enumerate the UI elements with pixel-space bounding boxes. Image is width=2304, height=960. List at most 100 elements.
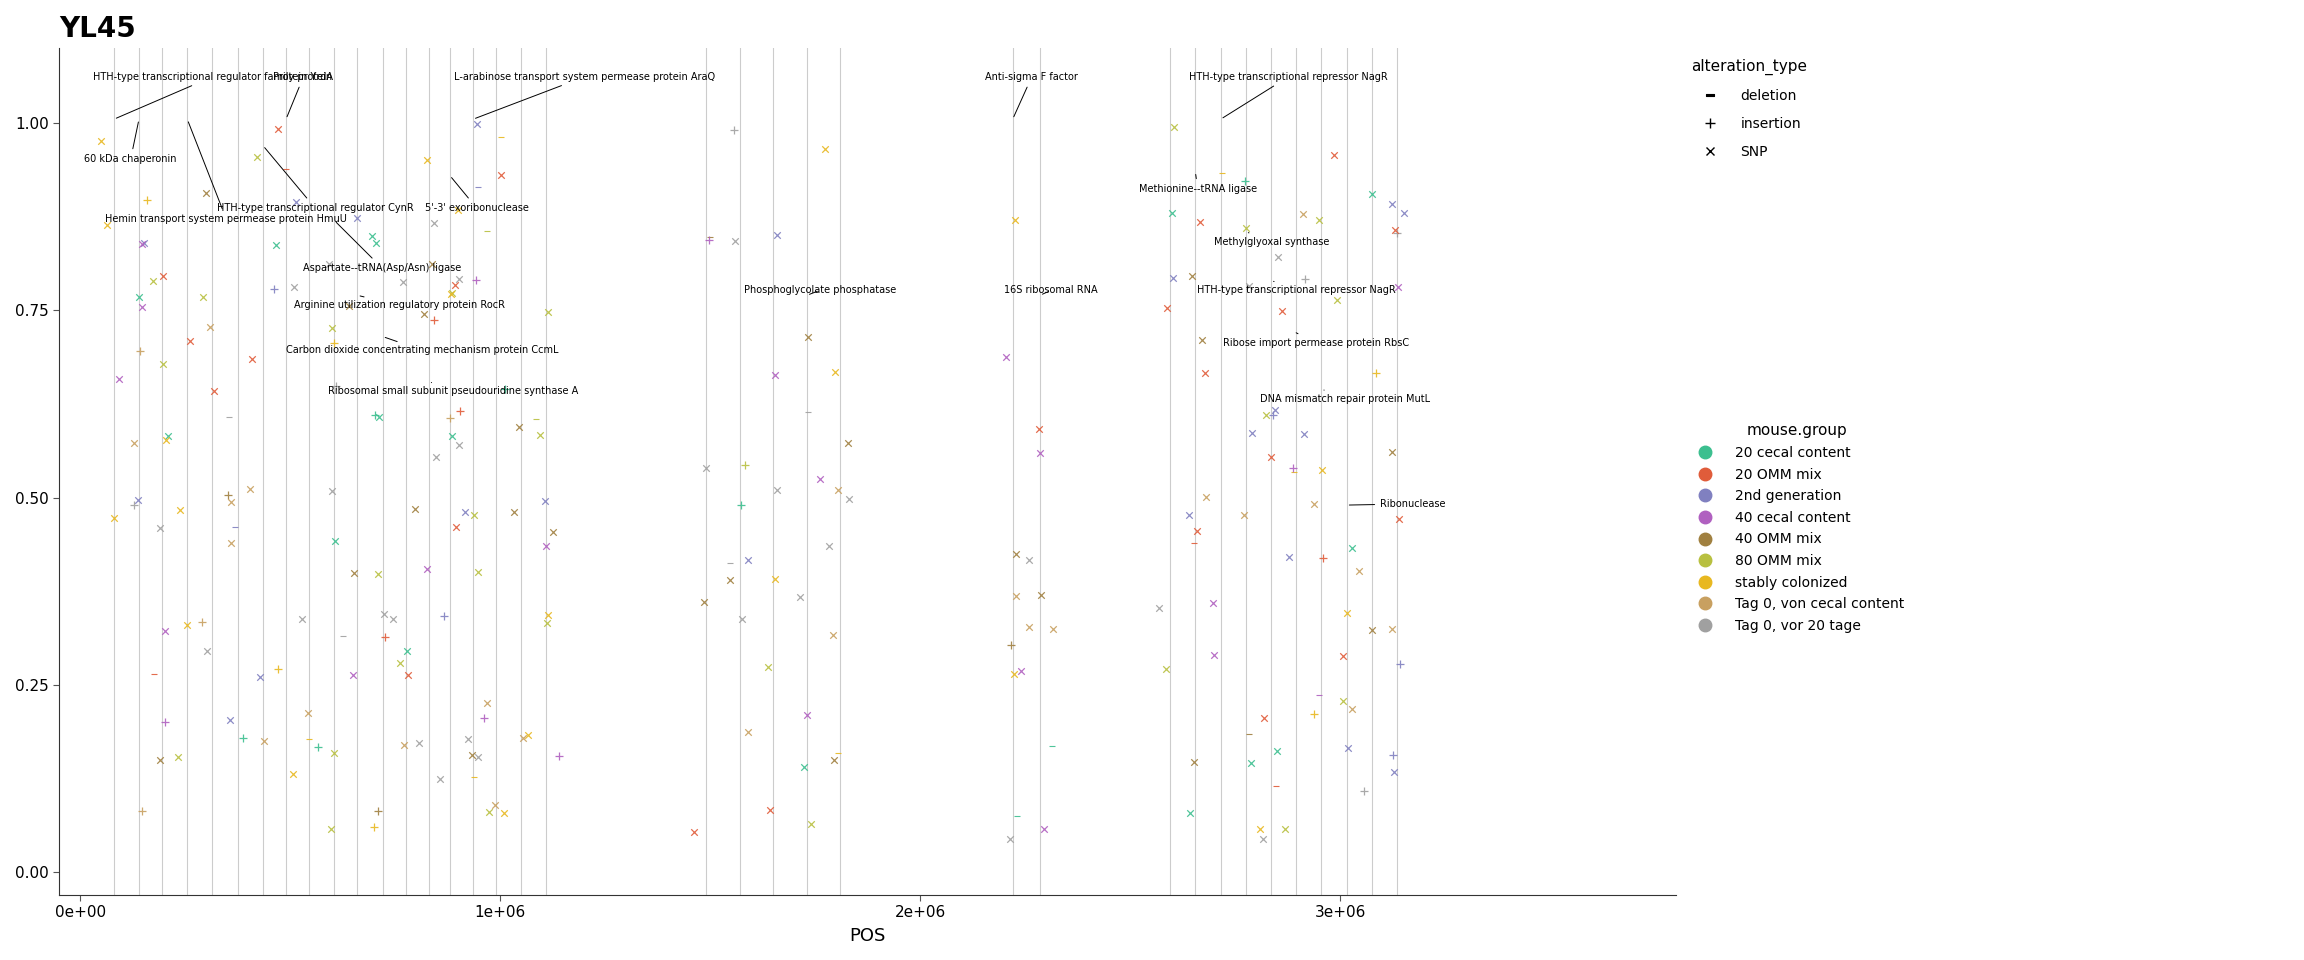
Point bbox=[687, 594, 723, 610]
Point bbox=[449, 732, 486, 747]
Text: Aspartate--tRNA(Asp/Asn) ligase: Aspartate--tRNA(Asp/Asn) ligase bbox=[302, 223, 461, 273]
Legend: 20 cecal content, 20 OMM mix, 2nd generation, 40 cecal content, 40 OMM mix, 80 O: 20 cecal content, 20 OMM mix, 2nd genera… bbox=[1687, 420, 1908, 637]
Point bbox=[431, 410, 468, 425]
Point bbox=[691, 232, 728, 248]
Point bbox=[461, 750, 498, 765]
Point bbox=[1147, 660, 1184, 676]
Point bbox=[336, 565, 373, 581]
Point bbox=[1011, 552, 1048, 567]
Point bbox=[793, 817, 829, 832]
Point bbox=[1382, 656, 1419, 671]
Point bbox=[465, 710, 502, 726]
Point bbox=[1258, 779, 1295, 794]
Point bbox=[1205, 165, 1242, 180]
Point bbox=[730, 724, 767, 739]
Point bbox=[1302, 687, 1339, 703]
Point bbox=[143, 752, 180, 767]
Point bbox=[440, 203, 477, 218]
Point bbox=[486, 381, 523, 396]
Point bbox=[115, 436, 152, 451]
Point bbox=[334, 667, 371, 683]
Point bbox=[1316, 148, 1352, 163]
Point bbox=[1304, 550, 1341, 565]
Point bbox=[184, 289, 221, 304]
Point bbox=[258, 238, 295, 253]
Point bbox=[433, 285, 470, 300]
Text: HTH-type transcriptional regulator CynR: HTH-type transcriptional regulator CynR bbox=[217, 148, 412, 213]
Point bbox=[1352, 622, 1389, 637]
Point bbox=[1272, 550, 1309, 565]
Point bbox=[1180, 523, 1217, 539]
Text: Phosphoglycolate phosphatase: Phosphoglycolate phosphatase bbox=[744, 285, 896, 296]
Point bbox=[1295, 707, 1332, 722]
Point bbox=[141, 520, 177, 536]
Point bbox=[1025, 822, 1062, 837]
Point bbox=[1304, 463, 1341, 478]
Point bbox=[1380, 226, 1417, 241]
Point bbox=[189, 185, 226, 201]
Point bbox=[756, 368, 793, 383]
Point bbox=[1233, 755, 1270, 770]
Point bbox=[385, 737, 422, 753]
Point bbox=[1226, 508, 1263, 523]
Point bbox=[530, 615, 567, 631]
Point bbox=[242, 669, 279, 684]
Point bbox=[456, 770, 493, 785]
Point bbox=[525, 493, 562, 509]
Point bbox=[412, 256, 449, 272]
Point bbox=[1276, 465, 1313, 480]
Point bbox=[1154, 271, 1191, 286]
Point bbox=[1242, 821, 1279, 836]
Point bbox=[988, 348, 1025, 364]
Point bbox=[758, 482, 795, 497]
Point bbox=[90, 217, 127, 232]
Point bbox=[723, 497, 760, 513]
Text: Hemin transport system permease protein HmuU: Hemin transport system permease protein … bbox=[106, 122, 348, 224]
Point bbox=[786, 759, 823, 775]
Point bbox=[458, 180, 495, 195]
Point bbox=[362, 409, 399, 424]
Point bbox=[1189, 490, 1226, 505]
Point bbox=[726, 457, 763, 472]
Point bbox=[1375, 765, 1412, 780]
Point bbox=[1009, 619, 1046, 635]
Text: HTH-type transcriptional regulator family protein: HTH-type transcriptional regulator famil… bbox=[92, 72, 332, 118]
Point bbox=[1233, 425, 1270, 441]
Point bbox=[530, 304, 567, 320]
Point bbox=[196, 383, 233, 398]
Point bbox=[528, 539, 564, 554]
Point bbox=[1244, 831, 1281, 847]
Point bbox=[829, 492, 866, 507]
Point bbox=[353, 228, 389, 243]
Point bbox=[438, 519, 475, 535]
Point bbox=[1267, 822, 1304, 837]
Point bbox=[366, 630, 403, 645]
Point bbox=[311, 822, 348, 837]
Point bbox=[539, 749, 576, 764]
Point bbox=[1375, 748, 1412, 763]
Point bbox=[991, 831, 1028, 847]
Point bbox=[1357, 365, 1394, 380]
Point bbox=[210, 488, 247, 503]
Point bbox=[723, 611, 760, 626]
Point bbox=[1230, 727, 1267, 742]
Point bbox=[150, 428, 187, 444]
Point bbox=[1258, 743, 1295, 758]
Point bbox=[829, 435, 866, 450]
Point bbox=[1175, 535, 1212, 550]
Point bbox=[433, 286, 470, 301]
Point bbox=[1032, 738, 1069, 754]
Point bbox=[408, 152, 445, 167]
Text: Carbon dioxide concentrating mechanism protein CcmL: Carbon dioxide concentrating mechanism p… bbox=[286, 337, 558, 355]
Point bbox=[357, 407, 394, 422]
Point bbox=[364, 606, 401, 621]
Point bbox=[1299, 212, 1336, 228]
Point bbox=[458, 273, 495, 288]
Point bbox=[530, 607, 567, 622]
Point bbox=[290, 706, 327, 721]
Point bbox=[712, 572, 749, 588]
Point bbox=[820, 482, 857, 497]
Point bbox=[477, 798, 514, 813]
Point bbox=[440, 437, 477, 452]
Point bbox=[458, 116, 495, 132]
